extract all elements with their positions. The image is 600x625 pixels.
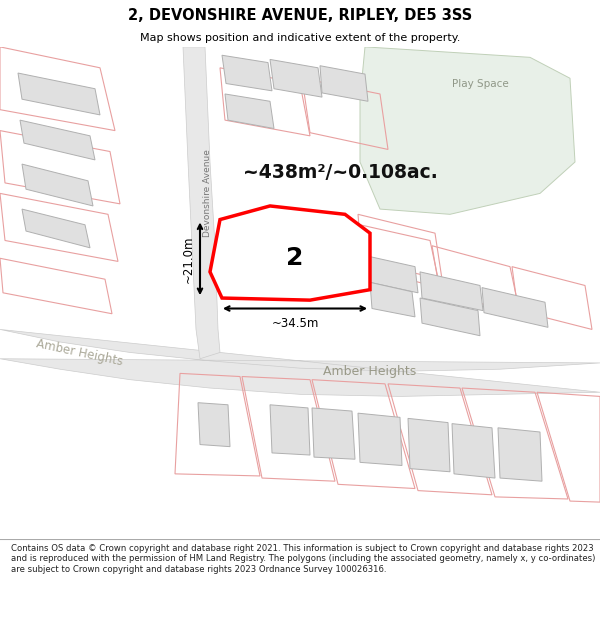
Polygon shape <box>222 55 272 91</box>
Text: ~21.0m: ~21.0m <box>182 235 195 282</box>
Polygon shape <box>498 428 542 481</box>
Text: ~438m²/~0.108ac.: ~438m²/~0.108ac. <box>242 163 437 182</box>
Polygon shape <box>270 405 310 455</box>
Polygon shape <box>20 120 95 160</box>
Polygon shape <box>183 47 220 359</box>
Text: Play Space: Play Space <box>452 79 508 89</box>
Polygon shape <box>210 206 370 300</box>
Polygon shape <box>18 73 100 115</box>
Text: Amber Heights: Amber Heights <box>35 337 125 368</box>
Text: Contains OS data © Crown copyright and database right 2021. This information is : Contains OS data © Crown copyright and d… <box>11 544 595 574</box>
Text: 2: 2 <box>286 246 304 270</box>
Polygon shape <box>482 288 548 328</box>
Polygon shape <box>360 47 575 214</box>
Polygon shape <box>225 94 274 129</box>
Polygon shape <box>22 164 93 206</box>
Text: Map shows position and indicative extent of the property.: Map shows position and indicative extent… <box>140 32 460 43</box>
Polygon shape <box>358 413 402 466</box>
Polygon shape <box>320 66 368 101</box>
Polygon shape <box>452 424 495 478</box>
Polygon shape <box>270 59 322 97</box>
Polygon shape <box>408 418 450 472</box>
Polygon shape <box>22 209 90 248</box>
Text: 2, DEVONSHIRE AVENUE, RIPLEY, DE5 3SS: 2, DEVONSHIRE AVENUE, RIPLEY, DE5 3SS <box>128 8 472 23</box>
Polygon shape <box>0 329 600 396</box>
Text: Amber Heights: Amber Heights <box>323 365 416 378</box>
Polygon shape <box>420 298 480 336</box>
Text: Devonshire Avenue: Devonshire Avenue <box>203 149 212 238</box>
Polygon shape <box>420 272 483 311</box>
Polygon shape <box>370 282 415 317</box>
Polygon shape <box>368 256 418 293</box>
Polygon shape <box>312 408 355 459</box>
Text: ~34.5m: ~34.5m <box>271 317 319 330</box>
Polygon shape <box>198 402 230 447</box>
